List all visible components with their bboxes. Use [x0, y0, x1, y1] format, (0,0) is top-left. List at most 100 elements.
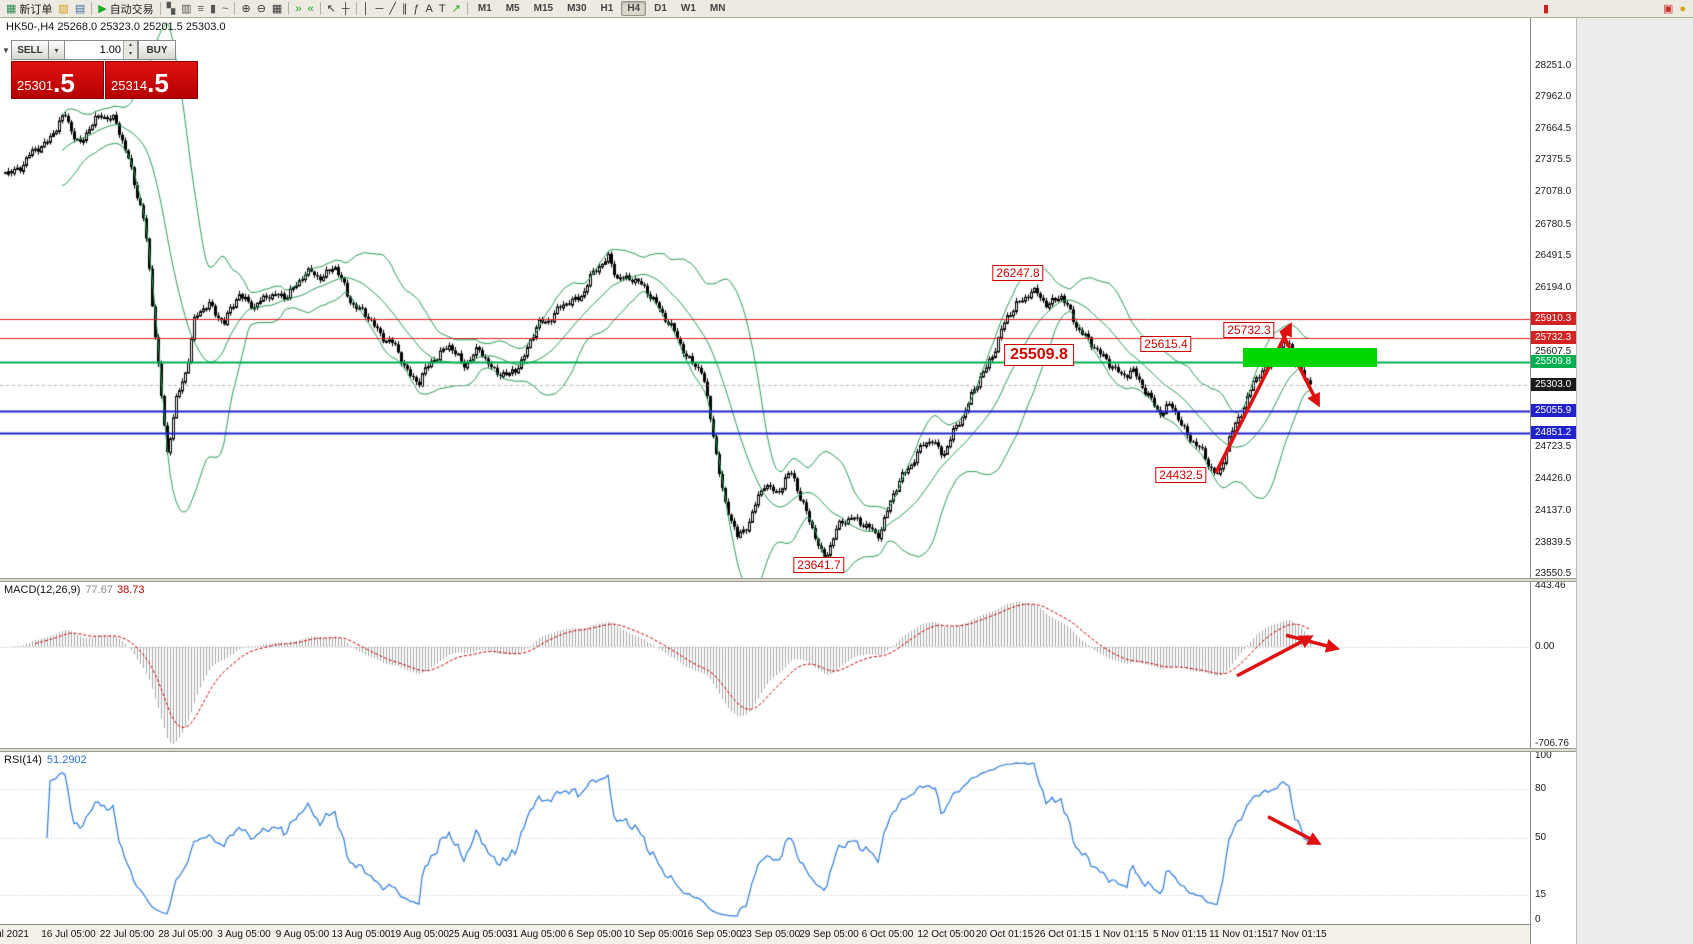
- chart-window: 26247.8 25732.3 25615.4 25509.8 24432.5 23641…: [0, 18, 1693, 944]
- macd-pane: MACD(12,26,9) 77.67 38.73: [0, 582, 1530, 748]
- price-axis-label: 23550.5: [1535, 568, 1572, 580]
- time-axis-label: 6 Oct 05:00: [861, 929, 914, 940]
- macd-signal-value: 38.73: [116, 584, 145, 596]
- time-axis-label: 28 Jul 05:00: [158, 929, 213, 940]
- timeframe-m5-button[interactable]: M5: [505, 3, 520, 14]
- trend-arrow[interactable]: [1236, 635, 1314, 678]
- label-button[interactable]: T: [436, 1, 449, 17]
- timeframe-m30-button[interactable]: M30: [567, 3, 587, 14]
- price-annotation-23641.7[interactable]: 23641.7: [793, 557, 845, 573]
- timeframe-d1-button[interactable]: D1: [654, 3, 667, 14]
- rsi-axis-label: 15: [1535, 889, 1547, 901]
- rsi-axis-label: 100: [1535, 750, 1552, 761]
- tile-windows-button[interactable]: ▦: [269, 1, 285, 17]
- volume-up-button[interactable]: ▴: [124, 41, 137, 50]
- metaeditor-button[interactable]: ▨: [55, 1, 71, 17]
- volume-down-button[interactable]: ▾: [124, 50, 137, 59]
- crosshair-button[interactable]: ┼: [339, 1, 353, 17]
- rsi-label: RSI(14) 51.2902: [4, 754, 87, 766]
- price-tag-25732.3: 25732.3: [1531, 331, 1576, 345]
- trendline-button[interactable]: ╱: [386, 1, 399, 17]
- news-icon-icon: ▮: [1543, 3, 1550, 15]
- trend-arrow[interactable]: [1285, 633, 1341, 653]
- price-axis-label: 26491.5: [1535, 249, 1572, 261]
- channel-button[interactable]: ∥: [399, 1, 411, 17]
- sell-price-display[interactable]: 25301.5: [11, 61, 104, 99]
- one-click-trading-panel: ▼ SELL ▾ ▴ ▾ BUY 25301.5: [0, 40, 200, 99]
- new-order-button-label: 新订单: [19, 3, 53, 16]
- timeframe-h4-button[interactable]: H4: [621, 1, 647, 16]
- price-axis-label: 23839.5: [1535, 536, 1572, 548]
- arrows-tool-button[interactable]: ↗: [449, 1, 464, 17]
- price-axis-label: 24723.5: [1535, 441, 1572, 453]
- fibonacci-button[interactable]: ƒ: [410, 1, 422, 17]
- horizontal-line-button[interactable]: ─: [372, 1, 386, 17]
- volume-input[interactable]: [65, 41, 123, 59]
- price-annotation-25615.4[interactable]: 25615.4: [1140, 336, 1192, 353]
- price-annotation-24432.5[interactable]: 24432.5: [1155, 466, 1207, 483]
- autotrading-button[interactable]: ▶ 自动交易: [95, 1, 156, 17]
- toolbar-separator: [288, 2, 290, 15]
- buy-button[interactable]: BUY: [138, 40, 176, 60]
- chart-mode-candles-button[interactable]: ▮: [207, 1, 219, 17]
- zoom-in-button[interactable]: ⊕: [238, 1, 253, 17]
- alerts-icon[interactable]: ▣: [1660, 1, 1676, 17]
- timeframe-m15-button[interactable]: M15: [533, 3, 554, 14]
- cursor-button[interactable]: ↖: [324, 1, 339, 17]
- macd-axis-label: 443.46: [1535, 580, 1566, 591]
- news-icon[interactable]: ▮: [1540, 1, 1552, 17]
- notifications-icon[interactable]: ●: [1676, 1, 1689, 17]
- time-axis-label: 16 Sep 05:00: [682, 929, 742, 940]
- order-type-dropdown[interactable]: ▾: [49, 40, 65, 60]
- timeframe-w1-button[interactable]: W1: [680, 3, 696, 14]
- time-axis-label: 12 Oct 05:00: [917, 929, 975, 940]
- main-chart-canvas[interactable]: [0, 18, 1530, 578]
- macd-arrows-overlay: [1236, 633, 1341, 678]
- toolbar-separator: [466, 2, 468, 15]
- chart-mode-bars-button[interactable]: ≡: [195, 1, 207, 17]
- buy-price-display[interactable]: 25314.5: [105, 61, 198, 99]
- zoom-out-button[interactable]: ⊖: [254, 1, 269, 17]
- toolbar-separator: [234, 2, 236, 15]
- sell-button[interactable]: SELL: [11, 40, 49, 60]
- price-annotation-25509.8[interactable]: 25509.8: [1004, 343, 1074, 366]
- trend-arrow[interactable]: [1279, 329, 1320, 408]
- price-annotation-25732.3[interactable]: 25732.3: [1223, 321, 1275, 338]
- collapse-panel-icon[interactable]: ▼: [2, 46, 10, 55]
- price-axis-label: 27375.5: [1535, 154, 1572, 166]
- price-axis[interactable]: 28251.0 27962.0 27664.5 27375.5 27078.0 26780…: [1530, 18, 1576, 944]
- chart-shift-button[interactable]: «: [304, 1, 316, 17]
- profiles-button[interactable]: ▥: [178, 1, 194, 17]
- timeframe-m1-button[interactable]: M1: [477, 3, 492, 14]
- chart-mode-bars-icon: ≡: [197, 2, 204, 15]
- text-button[interactable]: A: [423, 1, 436, 17]
- timeframe-h1-button[interactable]: H1: [600, 3, 614, 14]
- time-axis-label: 10 Sep 05:00: [623, 929, 684, 940]
- timeframe-mn-button[interactable]: MN: [709, 3, 726, 14]
- new-chart-button[interactable]: ▚: [164, 1, 178, 17]
- pane-splitter[interactable]: [0, 748, 1576, 752]
- rsi-canvas[interactable]: [0, 752, 1530, 924]
- new-order-icon: ▦: [6, 2, 17, 15]
- new-order-button[interactable]: ▦ 新订单: [3, 1, 55, 17]
- fibonacci-icon: ƒ: [413, 2, 420, 15]
- rsi-axis-label: 50: [1535, 832, 1547, 843]
- timeframe-toolbar: M1 M5 M15 M30 H1 H4 D1 W1 MN: [471, 1, 733, 16]
- price-annotation-26247.8[interactable]: 26247.8: [992, 265, 1044, 282]
- buy-price-pips: .5: [147, 68, 169, 98]
- autotrading-button-label: 自动交易: [109, 3, 154, 16]
- price-tag-24851.2: 24851.2: [1531, 426, 1576, 440]
- cursor-icon: ↖: [326, 2, 336, 15]
- support-zone-rectangle[interactable]: [1243, 348, 1377, 367]
- price-axis-label: 26780.5: [1535, 218, 1572, 230]
- vertical-line-button[interactable]: │: [360, 1, 373, 17]
- horizontal-line-icon: ─: [375, 2, 384, 15]
- data-folder-button[interactable]: ▤: [72, 1, 88, 17]
- macd-canvas[interactable]: [0, 582, 1530, 748]
- trend-arrow[interactable]: [1267, 815, 1322, 845]
- rsi-axis-label: 80: [1535, 782, 1547, 794]
- chart-mode-line-button[interactable]: ~: [219, 1, 231, 17]
- pane-splitter[interactable]: [0, 578, 1576, 582]
- auto-scroll-button[interactable]: »: [292, 1, 304, 17]
